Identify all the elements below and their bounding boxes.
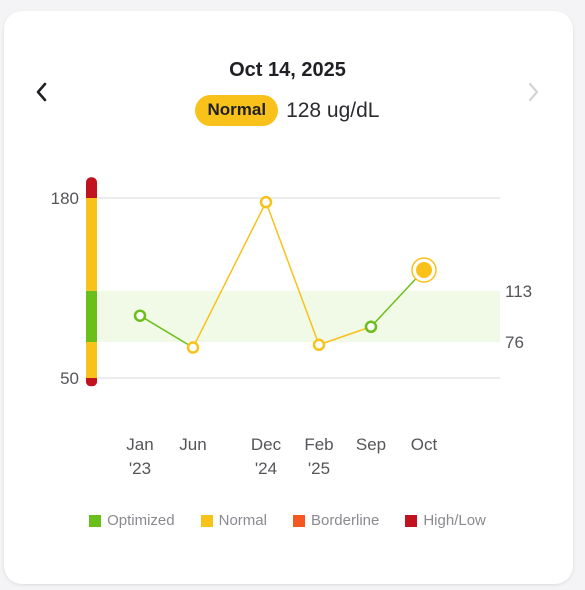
series-line-segment xyxy=(192,201,267,348)
status-row: Normal 128 ug/dL xyxy=(0,95,575,126)
previous-button[interactable] xyxy=(30,80,54,104)
x-tick-label: Oct xyxy=(411,435,438,454)
x-tick-label: Feb xyxy=(304,435,333,454)
data-point[interactable] xyxy=(259,195,273,209)
legend-label: Borderline xyxy=(310,512,380,529)
legend-item-borderline: Borderline xyxy=(292,512,380,529)
series-line-segment xyxy=(265,201,320,346)
legend-label: Optimized xyxy=(107,512,175,529)
legend-swatch xyxy=(292,514,305,527)
legend-swatch xyxy=(89,514,102,527)
status-badge: Normal xyxy=(195,95,279,126)
optimal-range-band xyxy=(98,290,500,342)
selected-data-point[interactable] xyxy=(416,262,432,278)
x-tick-label: Jun xyxy=(179,435,206,454)
optimal-upper-label: 113 xyxy=(505,282,532,301)
x-tick-label: Sep xyxy=(356,435,386,454)
legend-item-optimized: Optimized xyxy=(89,512,175,529)
x-tick-label: '23 xyxy=(129,459,151,478)
trend-chart: 180 50 113 76 Jan '23 Jun Dec '24 Feb '25 Sep Oct xyxy=(51,177,532,478)
next-button[interactable] xyxy=(521,80,545,104)
legend: Optimized Normal Borderline High/Low xyxy=(0,512,575,529)
x-tick-label: Dec xyxy=(251,435,282,454)
chevron-left-icon xyxy=(36,82,47,102)
series-line-segment xyxy=(139,315,194,349)
x-tick-label: '25 xyxy=(308,459,330,478)
data-point[interactable] xyxy=(133,309,147,322)
chevron-right-icon xyxy=(528,82,539,102)
reading-value: 128 ug/dL xyxy=(286,98,380,122)
status-bar-segment xyxy=(86,198,97,291)
data-point[interactable] xyxy=(364,320,378,334)
status-bar-segment-fill xyxy=(86,378,97,383)
data-point[interactable] xyxy=(186,341,200,354)
x-tick-label: Jan xyxy=(126,435,153,454)
series-line-segment xyxy=(318,326,372,346)
legend-swatch xyxy=(405,514,418,527)
x-tick-label: '24 xyxy=(255,459,277,478)
status-bar-segment xyxy=(86,342,97,378)
series-line-segment xyxy=(370,269,425,328)
status-bar-segment-fill xyxy=(86,187,97,198)
legend-label: Normal xyxy=(218,512,267,529)
y-tick-label: 180 xyxy=(51,189,79,208)
legend-swatch xyxy=(200,514,213,527)
optimal-lower-label: 76 xyxy=(505,333,524,352)
result-date: Oct 14, 2025 xyxy=(229,59,346,81)
data-point[interactable] xyxy=(312,338,326,352)
status-bar-segment xyxy=(86,290,97,342)
legend-item-high_low: High/Low xyxy=(405,512,486,529)
y-tick-label: 50 xyxy=(60,369,79,388)
legend-item-normal: Normal xyxy=(200,512,267,529)
legend-label: High/Low xyxy=(423,512,486,529)
